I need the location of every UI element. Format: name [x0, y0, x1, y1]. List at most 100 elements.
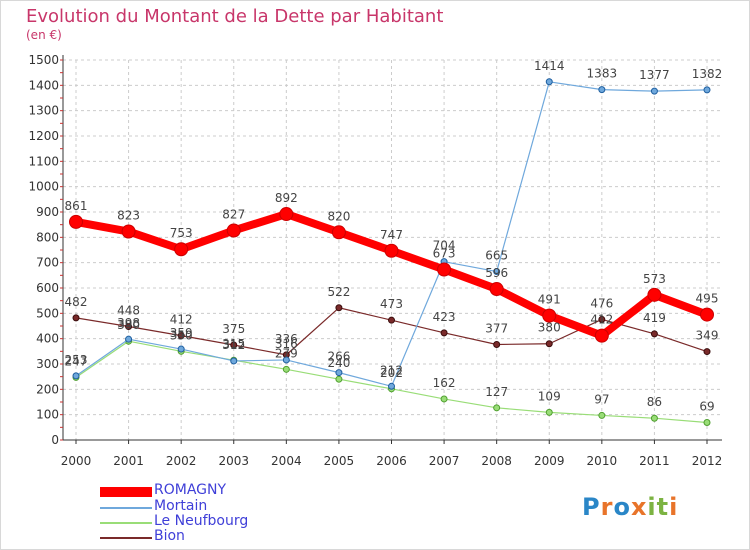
- data-label: 412: [590, 313, 613, 327]
- data-point: [594, 328, 609, 343]
- data-label: 482: [65, 295, 88, 309]
- data-point: [493, 404, 501, 412]
- data-point: [545, 340, 553, 348]
- legend-label: ROMAGNY: [154, 482, 227, 498]
- data-label: 1383: [587, 67, 618, 81]
- data-label: 747: [380, 228, 403, 242]
- data-label: 377: [485, 321, 508, 335]
- legend-swatch: [100, 507, 152, 509]
- data-point: [598, 315, 606, 323]
- data-point: [230, 341, 238, 349]
- legend-swatch: [100, 487, 152, 497]
- data-label: 476: [590, 296, 613, 310]
- y-tick-label: 1500: [28, 53, 59, 67]
- x-tick-label: 2004: [271, 454, 302, 468]
- data-label: 823: [117, 209, 140, 223]
- data-point: [177, 332, 185, 340]
- data-label: 419: [643, 311, 666, 325]
- legend-label: Mortain: [154, 498, 208, 514]
- data-label: 97: [594, 392, 609, 406]
- data-label: 673: [433, 247, 456, 261]
- x-tick-label: 2007: [429, 454, 460, 468]
- legend-swatch: [100, 522, 152, 524]
- data-label: 423: [433, 310, 456, 324]
- data-point: [647, 287, 662, 302]
- data-label: 240: [327, 356, 350, 370]
- data-point: [174, 242, 189, 257]
- data-label: 253: [65, 353, 88, 367]
- data-point: [545, 78, 553, 86]
- x-tick-label: 2011: [639, 454, 670, 468]
- data-point: [437, 262, 452, 277]
- data-point: [125, 323, 133, 331]
- data-point: [598, 411, 606, 419]
- y-tick-label: 700: [36, 256, 59, 270]
- data-label: 162: [433, 376, 456, 390]
- x-tick-label: 2005: [324, 454, 355, 468]
- x-tick-label: 2002: [166, 454, 197, 468]
- data-point: [279, 207, 294, 222]
- data-label: 266: [327, 350, 350, 364]
- x-tick-label: 2001: [113, 454, 144, 468]
- data-label: 315: [222, 337, 245, 351]
- data-point: [226, 223, 241, 238]
- logo-letter: t: [656, 493, 670, 521]
- data-label: 349: [696, 329, 719, 343]
- data-point: [384, 243, 399, 258]
- data-label: 704: [433, 239, 456, 253]
- data-label: 202: [380, 366, 403, 380]
- data-label: 398: [117, 316, 140, 330]
- y-tick-label: 1000: [28, 180, 59, 194]
- data-label: 827: [222, 207, 245, 221]
- data-label: 69: [699, 400, 714, 414]
- logo-letter: o: [613, 493, 631, 521]
- y-tick-label: 0: [51, 433, 59, 447]
- data-point: [282, 356, 290, 364]
- proxiti-logo[interactable]: Proxiti: [582, 493, 678, 521]
- data-point: [598, 86, 606, 94]
- y-tick-label: 800: [36, 230, 59, 244]
- data-label: 522: [327, 285, 350, 299]
- logo-letter: r: [600, 493, 614, 521]
- y-tick-label: 1100: [28, 154, 59, 168]
- data-label: 212: [380, 363, 403, 377]
- data-point: [542, 308, 557, 323]
- data-point: [388, 382, 395, 390]
- data-label: 820: [327, 209, 350, 223]
- logo-letter: x: [630, 493, 648, 521]
- unit-label: (en €): [26, 28, 62, 42]
- data-label: 127: [485, 385, 508, 399]
- chart-title: Evolution du Montant de la Dette par Hab…: [26, 6, 444, 27]
- x-tick-label: 2012: [692, 454, 723, 468]
- data-label: 336: [275, 332, 298, 346]
- data-point: [493, 268, 501, 276]
- data-point: [545, 408, 553, 416]
- x-tick-label: 2000: [61, 454, 92, 468]
- data-label: 390: [117, 318, 140, 332]
- y-tick-label: 1400: [28, 78, 59, 92]
- data-label: 596: [485, 266, 508, 280]
- logo-letter: i: [669, 493, 679, 521]
- data-point: [440, 395, 448, 403]
- data-label: 495: [696, 292, 719, 306]
- legend-swatch: [100, 537, 152, 539]
- data-label: 753: [170, 226, 193, 240]
- data-point: [650, 414, 658, 422]
- y-tick-label: 900: [36, 205, 59, 219]
- x-tick-label: 2003: [218, 454, 249, 468]
- data-point: [69, 214, 83, 229]
- legend-label: Le Neufbourg: [154, 513, 249, 529]
- data-point: [72, 314, 80, 322]
- data-point: [335, 375, 343, 383]
- data-point: [650, 87, 658, 95]
- data-label: 279: [275, 346, 298, 360]
- data-label: 350: [170, 328, 193, 342]
- data-point: [650, 330, 658, 338]
- data-point: [700, 307, 714, 322]
- x-tick-label: 2009: [534, 454, 565, 468]
- data-label: 247: [65, 354, 88, 368]
- data-point: [335, 369, 343, 377]
- data-point: [489, 282, 504, 297]
